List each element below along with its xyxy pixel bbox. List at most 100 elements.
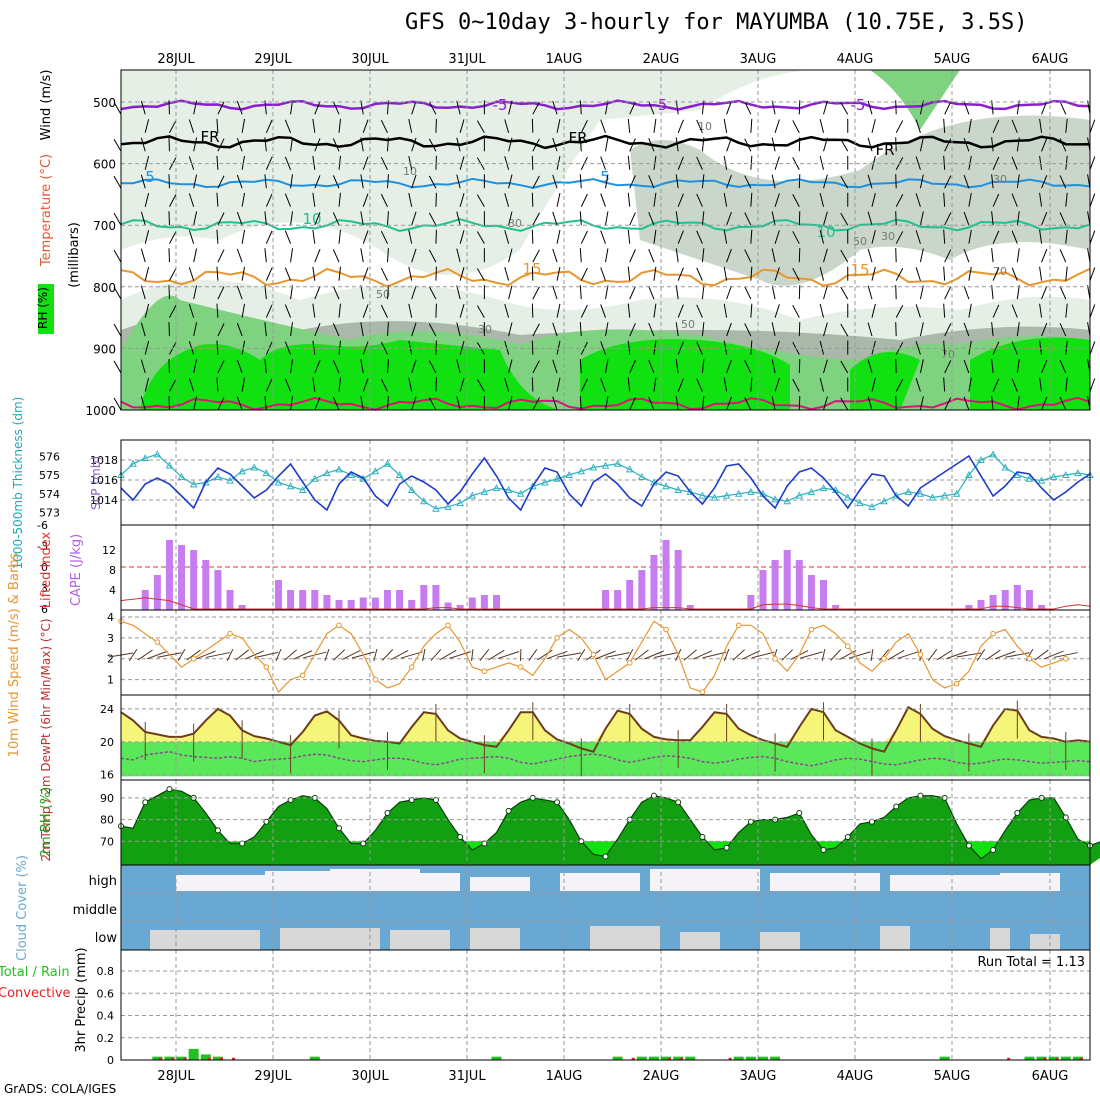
wind-barb — [1039, 266, 1043, 281]
wind-barb — [992, 193, 1000, 207]
cape-bar — [226, 590, 234, 610]
wind-barb — [605, 174, 609, 189]
wind-barb — [968, 118, 972, 133]
wind-barb — [944, 323, 952, 337]
wind-barb — [338, 266, 341, 281]
date-label-top: 30JUL — [351, 52, 389, 67]
wind10m-barb — [479, 649, 490, 661]
wind-barb — [216, 340, 219, 355]
high-cloud-fill — [560, 873, 640, 891]
wind-barb — [1065, 118, 1068, 133]
wind-barb — [823, 137, 828, 152]
thickness-point — [989, 450, 997, 458]
wind-barb — [819, 303, 825, 318]
wind10m-barb — [1005, 652, 1030, 658]
wind-barb — [144, 119, 150, 133]
wind-barb — [217, 175, 225, 189]
rh-point — [481, 840, 488, 847]
wind-speed-point — [917, 651, 924, 658]
isotherm-label: FR — [568, 129, 587, 147]
precip-total-bar — [212, 1056, 223, 1060]
wind-barb — [380, 230, 388, 244]
wind-barb — [944, 360, 952, 374]
wind-barb — [338, 155, 341, 170]
wind-speed-point — [881, 655, 887, 662]
cape-bar — [1025, 590, 1033, 610]
cape-bar — [165, 540, 173, 610]
wind-barb — [193, 285, 198, 300]
temp-tick-label: 16 — [100, 769, 114, 782]
wind-barb — [963, 137, 970, 152]
wind-barb — [653, 340, 657, 355]
wind-barb — [386, 285, 389, 300]
wind-barb — [677, 156, 684, 170]
wind-barb — [144, 266, 150, 281]
wind-barb — [508, 137, 513, 152]
wind-barb — [456, 137, 461, 152]
wind10m-barb — [186, 649, 201, 661]
wind-barb — [963, 322, 970, 337]
rh-band-10 — [121, 70, 600, 120]
wind-barb — [600, 341, 606, 355]
wind-barb — [552, 211, 558, 226]
wind-barb — [726, 174, 732, 189]
wind-barb — [314, 138, 321, 152]
wind-barb — [605, 396, 609, 411]
thickness-point — [625, 465, 634, 473]
wind-barb — [284, 378, 292, 392]
thickness-point — [250, 463, 258, 471]
thickness-point — [274, 478, 283, 486]
wind-barb — [605, 285, 609, 300]
date-label-top: 1AUG — [546, 52, 583, 67]
high-cloud-fill — [1000, 873, 1060, 891]
wind-barb — [895, 378, 904, 392]
thickness-point — [734, 489, 743, 497]
cape-bar — [807, 575, 815, 610]
wind-barb — [1039, 303, 1043, 318]
wind-barb — [823, 359, 828, 374]
wind-tick-label: 4 — [107, 611, 114, 624]
wind-barb — [408, 340, 413, 355]
wind10m-barb — [195, 650, 216, 660]
isotherm-label: -5 — [851, 96, 866, 114]
wind-barb — [314, 322, 321, 337]
thickness-point — [953, 489, 961, 497]
wind-barb — [963, 174, 970, 189]
li-tick-label: -3 — [37, 540, 48, 553]
wind-barb — [750, 303, 753, 318]
wind-barb — [675, 211, 679, 226]
wind-barb — [915, 193, 921, 207]
wind-barb — [944, 212, 952, 226]
date-label-top: 3AUG — [740, 52, 777, 67]
wind-barb — [411, 100, 417, 115]
wind-speed-point — [299, 672, 306, 679]
cape-bar — [141, 590, 149, 610]
precip-tick-label: 0 — [107, 1054, 114, 1067]
thickness-point — [189, 480, 198, 488]
cape-bar — [492, 595, 500, 610]
date-label-bottom: 28JUL — [157, 1069, 195, 1084]
cloud-level-label: high — [89, 874, 117, 889]
wind-barb — [648, 285, 655, 300]
cape-bar — [468, 597, 476, 610]
date-label-bottom: 4AUG — [837, 1069, 874, 1084]
precip-legend-convective: Convective — [0, 986, 71, 1001]
wind-barb — [360, 285, 364, 300]
wind-barb — [459, 340, 465, 355]
wind-barb — [915, 304, 921, 318]
thickness-point — [262, 469, 271, 477]
wind-barb — [113, 323, 122, 337]
wind10m-barb — [1034, 649, 1049, 661]
wind-barb — [140, 211, 146, 226]
wind-speed-point — [336, 622, 342, 629]
wind-barb — [677, 304, 684, 318]
precip-convective-bar — [171, 1057, 175, 1060]
wind-barb — [653, 266, 657, 281]
wind-barb — [284, 119, 292, 133]
wind-barb — [217, 212, 225, 226]
thickness-point — [880, 497, 888, 505]
wind-barb — [943, 155, 946, 170]
wind-barb — [629, 138, 636, 152]
wind-barb — [556, 229, 561, 244]
rh-point — [602, 853, 609, 860]
